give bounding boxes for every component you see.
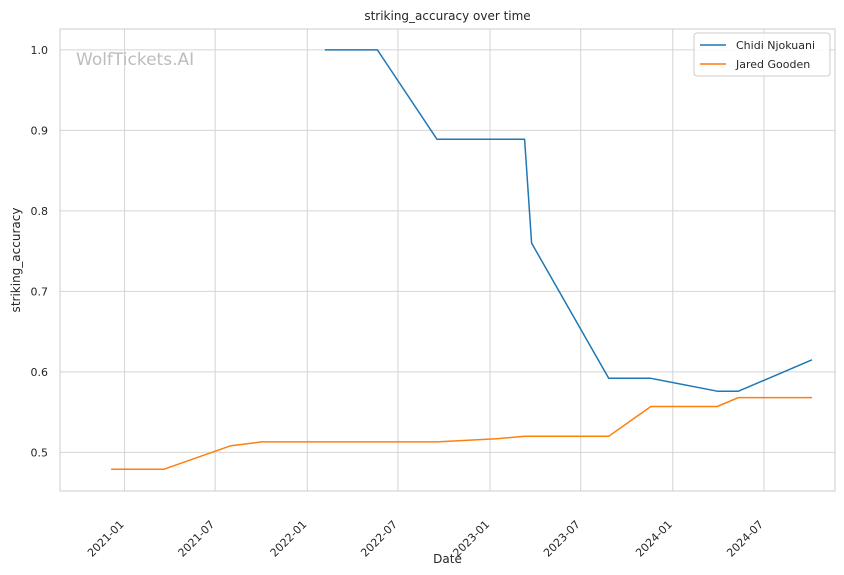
y-tick-label: 0.9: [31, 124, 49, 137]
y-axis-ticks: 0.5 0.6 0.7 0.8 0.9 1.0: [31, 44, 49, 459]
series-line-jared-gooden: [111, 396, 812, 471]
chart-title: striking_accuracy over time: [364, 9, 530, 23]
y-tick-label: 0.5: [31, 446, 49, 459]
legend: Chidi Njokuani Jared Gooden: [693, 32, 831, 77]
x-axis-label: Date: [433, 552, 462, 566]
y-tick-label: 0.6: [31, 366, 49, 379]
y-axis-label: striking_accuracy: [9, 208, 23, 313]
y-tick-label: 1.0: [31, 44, 49, 57]
series-line-chidi-njokuani: [324, 49, 813, 392]
watermark: WolfTickets.AI: [76, 50, 194, 70]
legend-label-chidi-njokuani: Chidi Njokuani: [736, 39, 815, 52]
y-tick-label: 0.8: [31, 205, 49, 218]
legend-label-jared-gooden: Jared Gooden: [735, 58, 810, 71]
plot-area-frame: [59, 28, 836, 492]
y-tick-label: 0.7: [31, 285, 49, 298]
legend-box: [693, 32, 831, 77]
series-layer: [111, 49, 813, 471]
